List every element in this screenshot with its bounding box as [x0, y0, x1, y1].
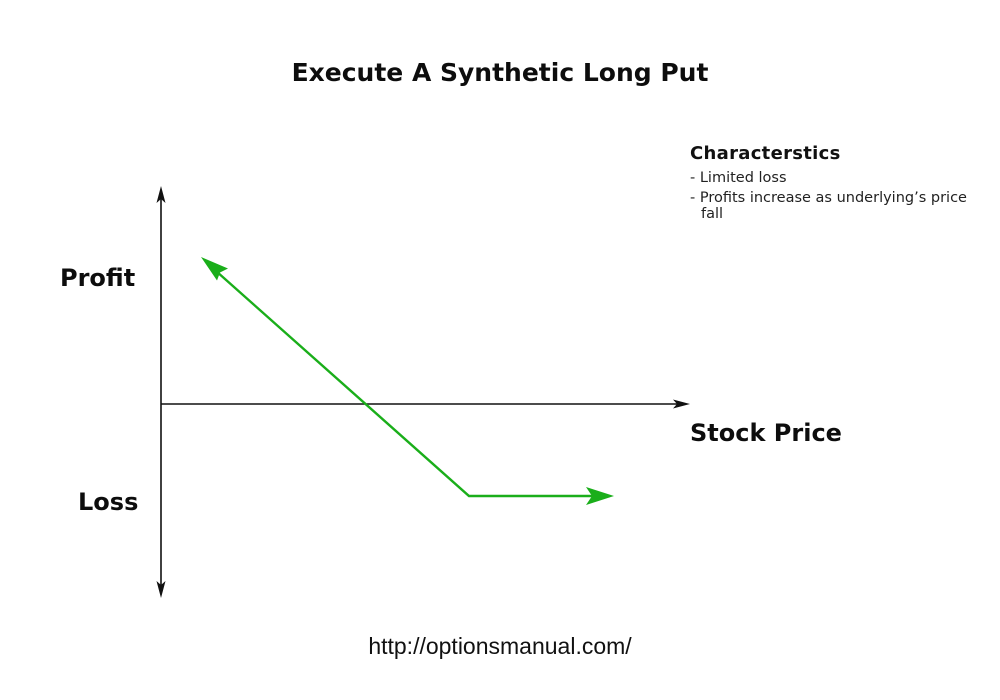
page-title: Execute A Synthetic Long Put: [291, 58, 709, 87]
characteristics-heading: Characterstics: [690, 143, 841, 164]
characteristic-item: - Profits increase as underlying’s price…: [690, 190, 967, 222]
axis-arrow-down-icon: [156, 581, 166, 598]
axis-arrow-right-icon: [673, 399, 690, 409]
axis-arrow-up-icon: [156, 186, 166, 203]
payoff-arrow-upleft-icon: [201, 257, 228, 281]
characteristics-panel: Characterstics - Limited loss - Profits …: [690, 142, 980, 226]
characteristic-item: - Limited loss: [690, 170, 787, 186]
characteristics-list: - Limited loss - Profits increase as und…: [690, 170, 980, 222]
stock-price-label: Stock Price: [690, 419, 842, 447]
profit-label: Profit: [60, 264, 136, 292]
loss-label: Loss: [78, 488, 139, 516]
footer-url: http://optionsmanual.com/: [368, 633, 632, 659]
payoff-arrow-right-icon: [586, 487, 614, 505]
payoff-line: [215, 270, 596, 498]
